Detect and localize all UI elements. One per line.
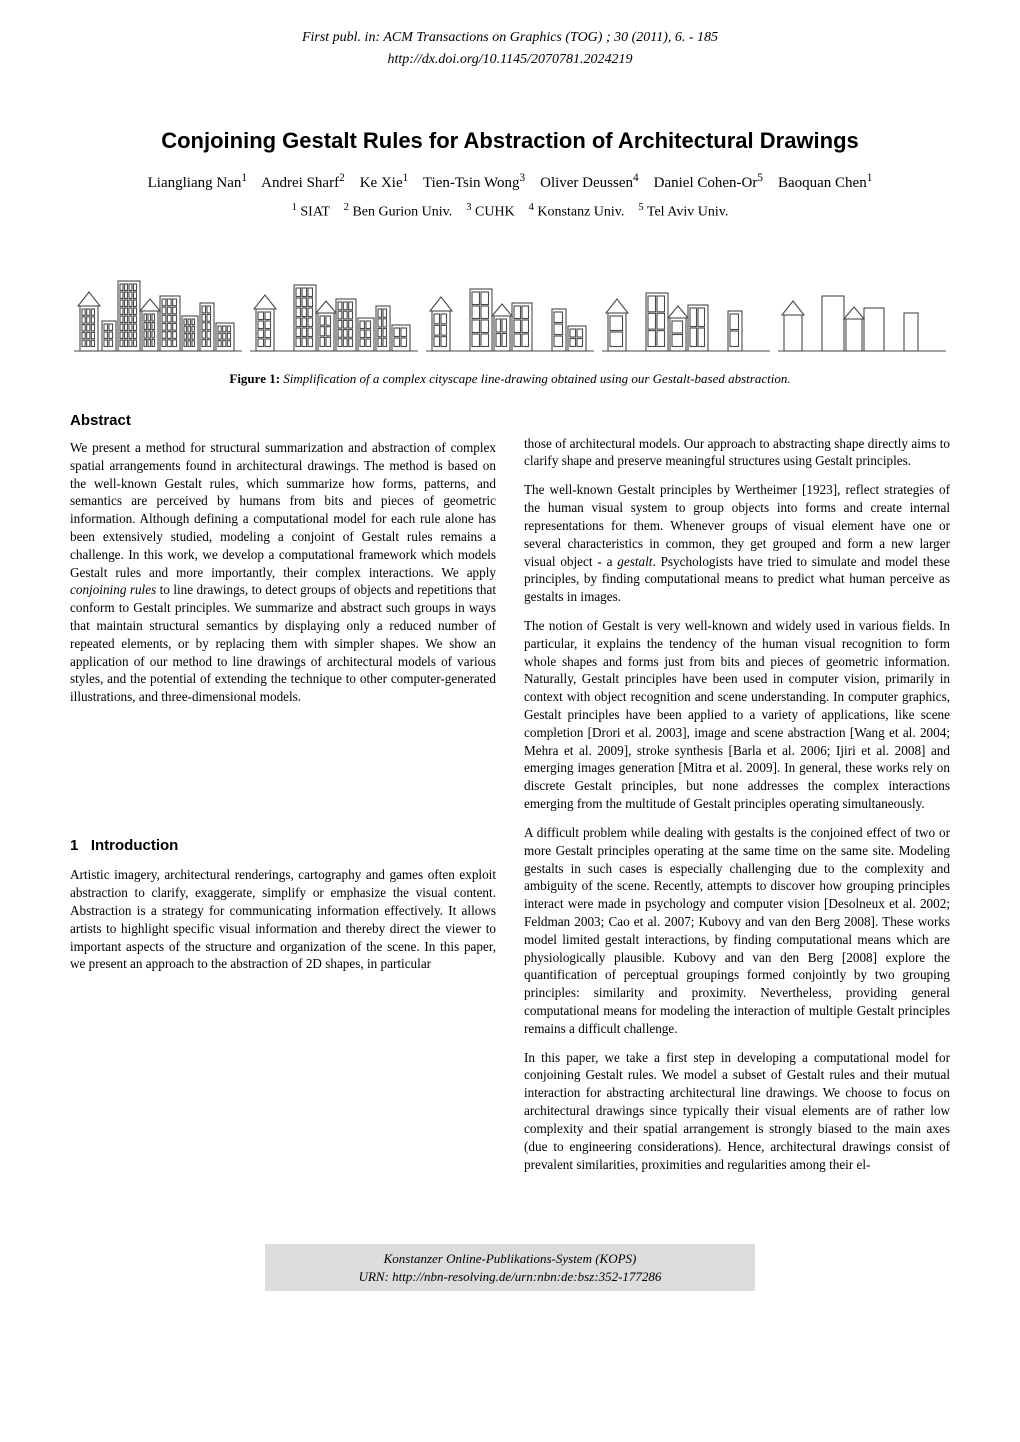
publication-header: First publ. in: ACM Transactions on Grap…	[70, 30, 950, 46]
cityscape-svg	[70, 251, 950, 361]
paper-title: Conjoining Gestalt Rules for Abstraction…	[70, 128, 950, 154]
right-column: those of architectural models. Our appro…	[524, 411, 950, 1185]
introduction-heading: 1 Introduction	[70, 836, 496, 856]
footer-line-2: URN: http://nbn-resolving.de/urn:nbn:de:…	[275, 1268, 745, 1286]
right-para-4: A difficult problem while dealing with g…	[524, 824, 950, 1038]
abstract-body: We present a method for structural summa…	[70, 439, 496, 706]
abstract-heading: Abstract	[70, 411, 496, 431]
authors-list: Liangliang Nan1 Andrei Sharf2 Ke Xie1 Ti…	[70, 172, 950, 192]
figure-1-caption: Figure 1: Simplification of a complex ci…	[70, 371, 950, 387]
right-para-1: those of architectural models. Our appro…	[524, 435, 950, 471]
right-para-5: In this paper, we take a first step in d…	[524, 1049, 950, 1174]
kops-footer: Konstanzer Online-Publikations-System (K…	[265, 1244, 755, 1291]
right-para-2: The well-known Gestalt principles by Wer…	[524, 481, 950, 606]
intro-para-1: Artistic imagery, architectural renderin…	[70, 866, 496, 973]
left-column: Abstract We present a method for structu…	[70, 411, 496, 1185]
publication-doi: http://dx.doi.org/10.1145/2070781.202421…	[70, 52, 950, 68]
right-para-3: The notion of Gestalt is very well-known…	[524, 617, 950, 813]
figure-1	[70, 251, 950, 361]
footer-line-1: Konstanzer Online-Publikations-System (K…	[275, 1250, 745, 1268]
affiliations-list: 1 SIAT 2 Ben Gurion Univ. 3 CUHK 4 Konst…	[70, 202, 950, 221]
